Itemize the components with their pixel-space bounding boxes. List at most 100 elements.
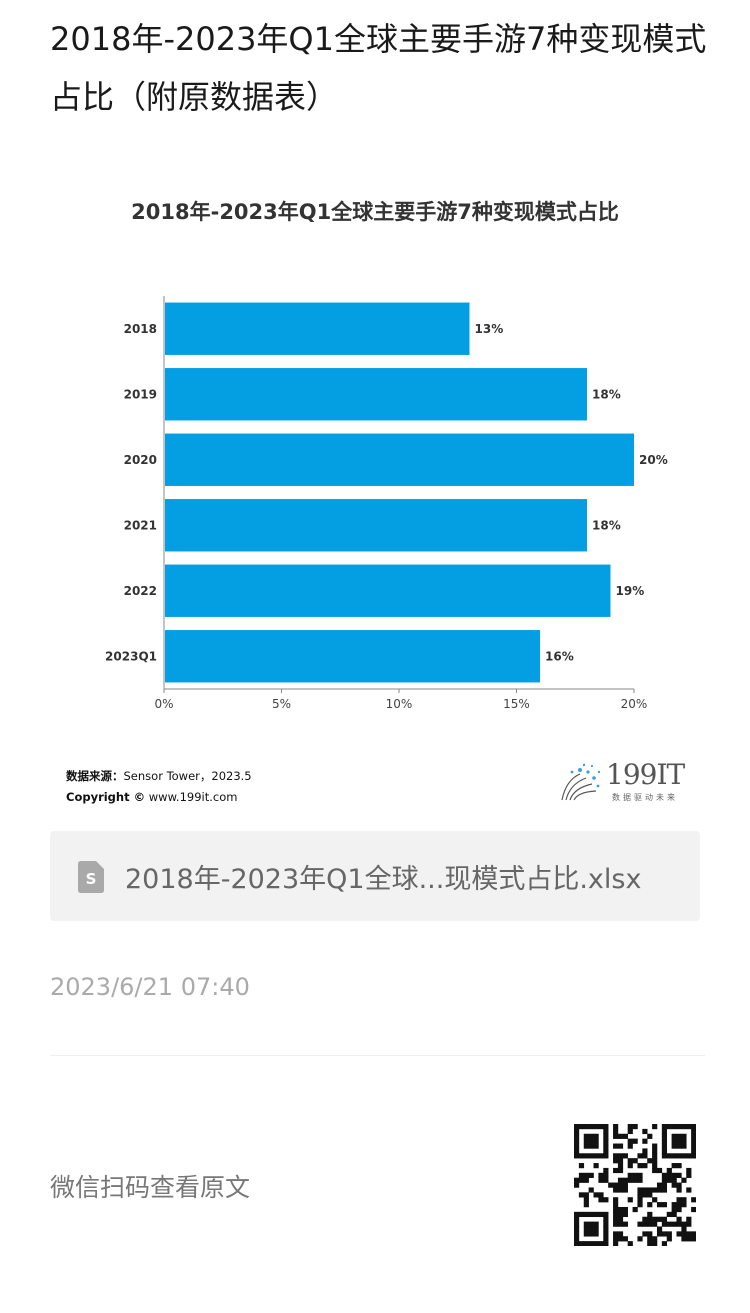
qr-module xyxy=(652,1148,658,1154)
qr-module xyxy=(574,1221,580,1227)
chart-title: 2018年-2023年Q1全球主要手游7种变现模式占比 xyxy=(131,200,619,224)
qr-module xyxy=(637,1153,643,1159)
attachment-file-name[interactable]: 2018年-2023年Q1全球...现模式占比.xlsx xyxy=(125,864,642,895)
qr-module xyxy=(637,1163,643,1169)
qr-module xyxy=(671,1221,677,1227)
qr-module xyxy=(593,1221,599,1227)
qr-module xyxy=(603,1172,609,1178)
qr-module xyxy=(622,1177,628,1183)
qr-module xyxy=(676,1163,682,1169)
qr-module xyxy=(603,1138,609,1144)
qr-module xyxy=(652,1236,658,1242)
qr-module xyxy=(691,1206,696,1213)
qr-module xyxy=(583,1177,589,1183)
qr-module xyxy=(627,1197,633,1203)
qr-module xyxy=(637,1177,643,1183)
qr-module xyxy=(588,1226,594,1232)
qr-module xyxy=(632,1138,638,1144)
qr-module xyxy=(671,1124,677,1130)
qr-module xyxy=(686,1216,692,1222)
qr-module xyxy=(617,1143,624,1149)
qr-module xyxy=(593,1153,599,1159)
y-tick-label-2018: 2018 xyxy=(124,322,157,336)
qr-module xyxy=(588,1211,594,1218)
qr-module xyxy=(593,1192,599,1198)
qr-module xyxy=(613,1197,619,1203)
qr-module xyxy=(681,1197,687,1203)
qr-code[interactable] xyxy=(574,1124,696,1246)
qr-module xyxy=(691,1197,696,1203)
qr-module xyxy=(598,1192,604,1198)
qr-module xyxy=(661,1138,668,1144)
qr-module xyxy=(661,1148,668,1154)
qr-module xyxy=(603,1226,609,1232)
qr-module xyxy=(656,1216,663,1222)
qr-module xyxy=(642,1192,648,1198)
logo-text: 199IT xyxy=(606,758,685,791)
qr-module xyxy=(647,1231,653,1237)
qr-module xyxy=(642,1128,648,1135)
qr-module xyxy=(676,1187,682,1193)
qr-module xyxy=(617,1133,624,1139)
qr-module xyxy=(676,1197,682,1203)
bar-2022 xyxy=(165,564,611,617)
qr-module xyxy=(691,1138,696,1144)
qr-module xyxy=(691,1231,696,1237)
qr-module xyxy=(574,1231,580,1237)
qr-module xyxy=(583,1226,589,1232)
qr-module xyxy=(574,1138,580,1144)
qr-module xyxy=(637,1192,643,1198)
qr-module xyxy=(603,1236,609,1242)
logo-199it: 199IT 数据驱动未来 xyxy=(558,758,698,806)
attachment-file[interactable]: S 2018年-2023年Q1全球...现模式占比.xlsx xyxy=(50,831,700,921)
qr-module xyxy=(686,1172,692,1178)
qr-module xyxy=(603,1231,609,1237)
qr-module xyxy=(666,1124,672,1130)
qr-module xyxy=(627,1177,633,1183)
qr-module xyxy=(588,1231,594,1237)
qr-module xyxy=(578,1124,585,1130)
bar-2018 xyxy=(165,302,470,355)
qr-module xyxy=(617,1163,624,1169)
qr-module xyxy=(622,1211,628,1218)
qr-module xyxy=(676,1182,682,1188)
qr-module xyxy=(642,1187,648,1193)
logo-mark-icon xyxy=(561,763,601,801)
qr-module xyxy=(627,1128,633,1135)
qr-module xyxy=(617,1216,624,1222)
qr-module xyxy=(617,1236,624,1242)
qr-module xyxy=(661,1172,668,1178)
qr-module xyxy=(691,1148,696,1154)
qr-module xyxy=(613,1187,619,1193)
data-label-2020: 20% xyxy=(639,453,668,467)
qr-module xyxy=(627,1124,633,1130)
qr-module xyxy=(598,1172,604,1178)
qr-module xyxy=(617,1231,624,1237)
qr-module xyxy=(647,1221,653,1227)
qr-module xyxy=(613,1143,619,1149)
qr-module xyxy=(583,1143,589,1149)
qr-module xyxy=(671,1172,677,1178)
qr-module xyxy=(676,1138,682,1144)
data-label-2021: 18% xyxy=(592,518,621,532)
qr-module xyxy=(661,1216,668,1222)
qr-module xyxy=(622,1182,628,1188)
qr-module xyxy=(613,1236,619,1242)
qr-module xyxy=(647,1158,653,1164)
x-tick-label-3: 15% xyxy=(503,697,530,711)
qr-module xyxy=(666,1221,672,1227)
qr-module xyxy=(652,1167,658,1174)
copyright-text: www.199it.com xyxy=(145,790,238,804)
qr-module xyxy=(588,1133,594,1139)
qr-module xyxy=(583,1202,589,1208)
qr-module xyxy=(598,1211,604,1218)
y-tick-label-2019: 2019 xyxy=(124,387,157,401)
qr-module xyxy=(647,1133,653,1139)
qr-module xyxy=(598,1197,604,1203)
qr-module xyxy=(676,1153,682,1159)
source-note: 数据来源：Sensor Tower，2023.5 Copyright © www… xyxy=(66,766,252,808)
qr-module xyxy=(613,1211,619,1218)
qr-module xyxy=(593,1143,599,1149)
qr-module xyxy=(637,1197,643,1203)
qr-module xyxy=(652,1187,658,1193)
